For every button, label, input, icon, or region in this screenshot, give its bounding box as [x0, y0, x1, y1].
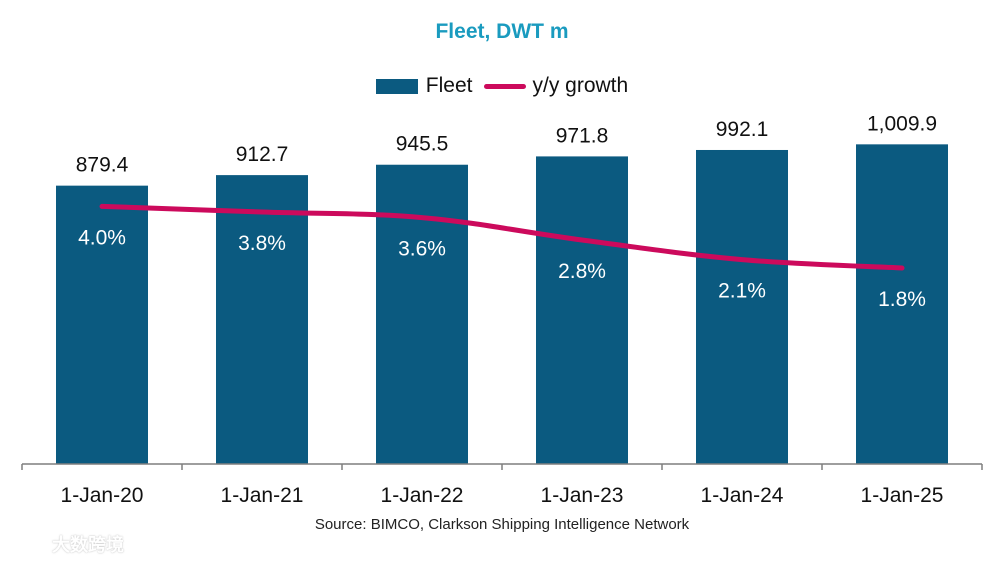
x-tick-label-3: 1-Jan-23 — [541, 484, 624, 507]
growth-value-label-4: 2.1% — [718, 280, 766, 303]
bar-value-label-1: 912.7 — [236, 143, 289, 166]
x-tick-label-1: 1-Jan-21 — [221, 484, 304, 507]
bar-value-label-3: 971.8 — [556, 124, 609, 147]
growth-value-label-1: 3.8% — [238, 232, 286, 255]
watermark: 大数跨境 — [8, 531, 124, 557]
x-tick-label-2: 1-Jan-22 — [381, 484, 464, 507]
legend-item-growth: y/y growth — [484, 74, 628, 98]
legend-swatch-fleet — [375, 78, 418, 94]
bar-fleet-0 — [56, 185, 148, 464]
chart-title: Fleet, DWT m — [435, 20, 569, 43]
legend-item-fleet: Fleet — [375, 74, 473, 98]
bar-value-label-2: 945.5 — [396, 133, 449, 156]
source-note: Source: BIMCO, Clarkson Shipping Intelli… — [314, 516, 690, 533]
watermark-text: 大数跨境 — [52, 535, 124, 555]
bar-fleet-5 — [856, 144, 948, 464]
x-tick-label-0: 1-Jan-20 — [61, 484, 144, 507]
bar-fleet-1 — [216, 175, 308, 465]
rocket-logo-icon — [10, 533, 46, 556]
legend-label-growth: y/y growth — [532, 74, 629, 97]
chart-legend: Fleet y/y growth — [0, 74, 1004, 98]
growth-value-label-2: 3.6% — [398, 238, 446, 261]
bar-value-label-4: 992.1 — [716, 118, 769, 141]
bar-fleet-2 — [376, 164, 468, 464]
bar-value-label-5: 1,009.9 — [867, 112, 937, 135]
growth-value-label-0: 4.0% — [78, 226, 126, 249]
legend-label-fleet: Fleet — [425, 74, 473, 97]
x-tick-label-5: 1-Jan-25 — [861, 484, 944, 507]
legend-swatch-growth — [484, 83, 527, 89]
growth-value-label-5: 1.8% — [878, 288, 926, 311]
x-tick-label-4: 1-Jan-24 — [701, 484, 784, 507]
growth-value-label-3: 2.8% — [558, 260, 606, 283]
bar-fleet-4 — [696, 149, 788, 465]
bar-value-label-0: 879.4 — [76, 154, 129, 177]
line-growth-series — [99, 203, 905, 271]
bar-fleet-3 — [536, 156, 628, 464]
